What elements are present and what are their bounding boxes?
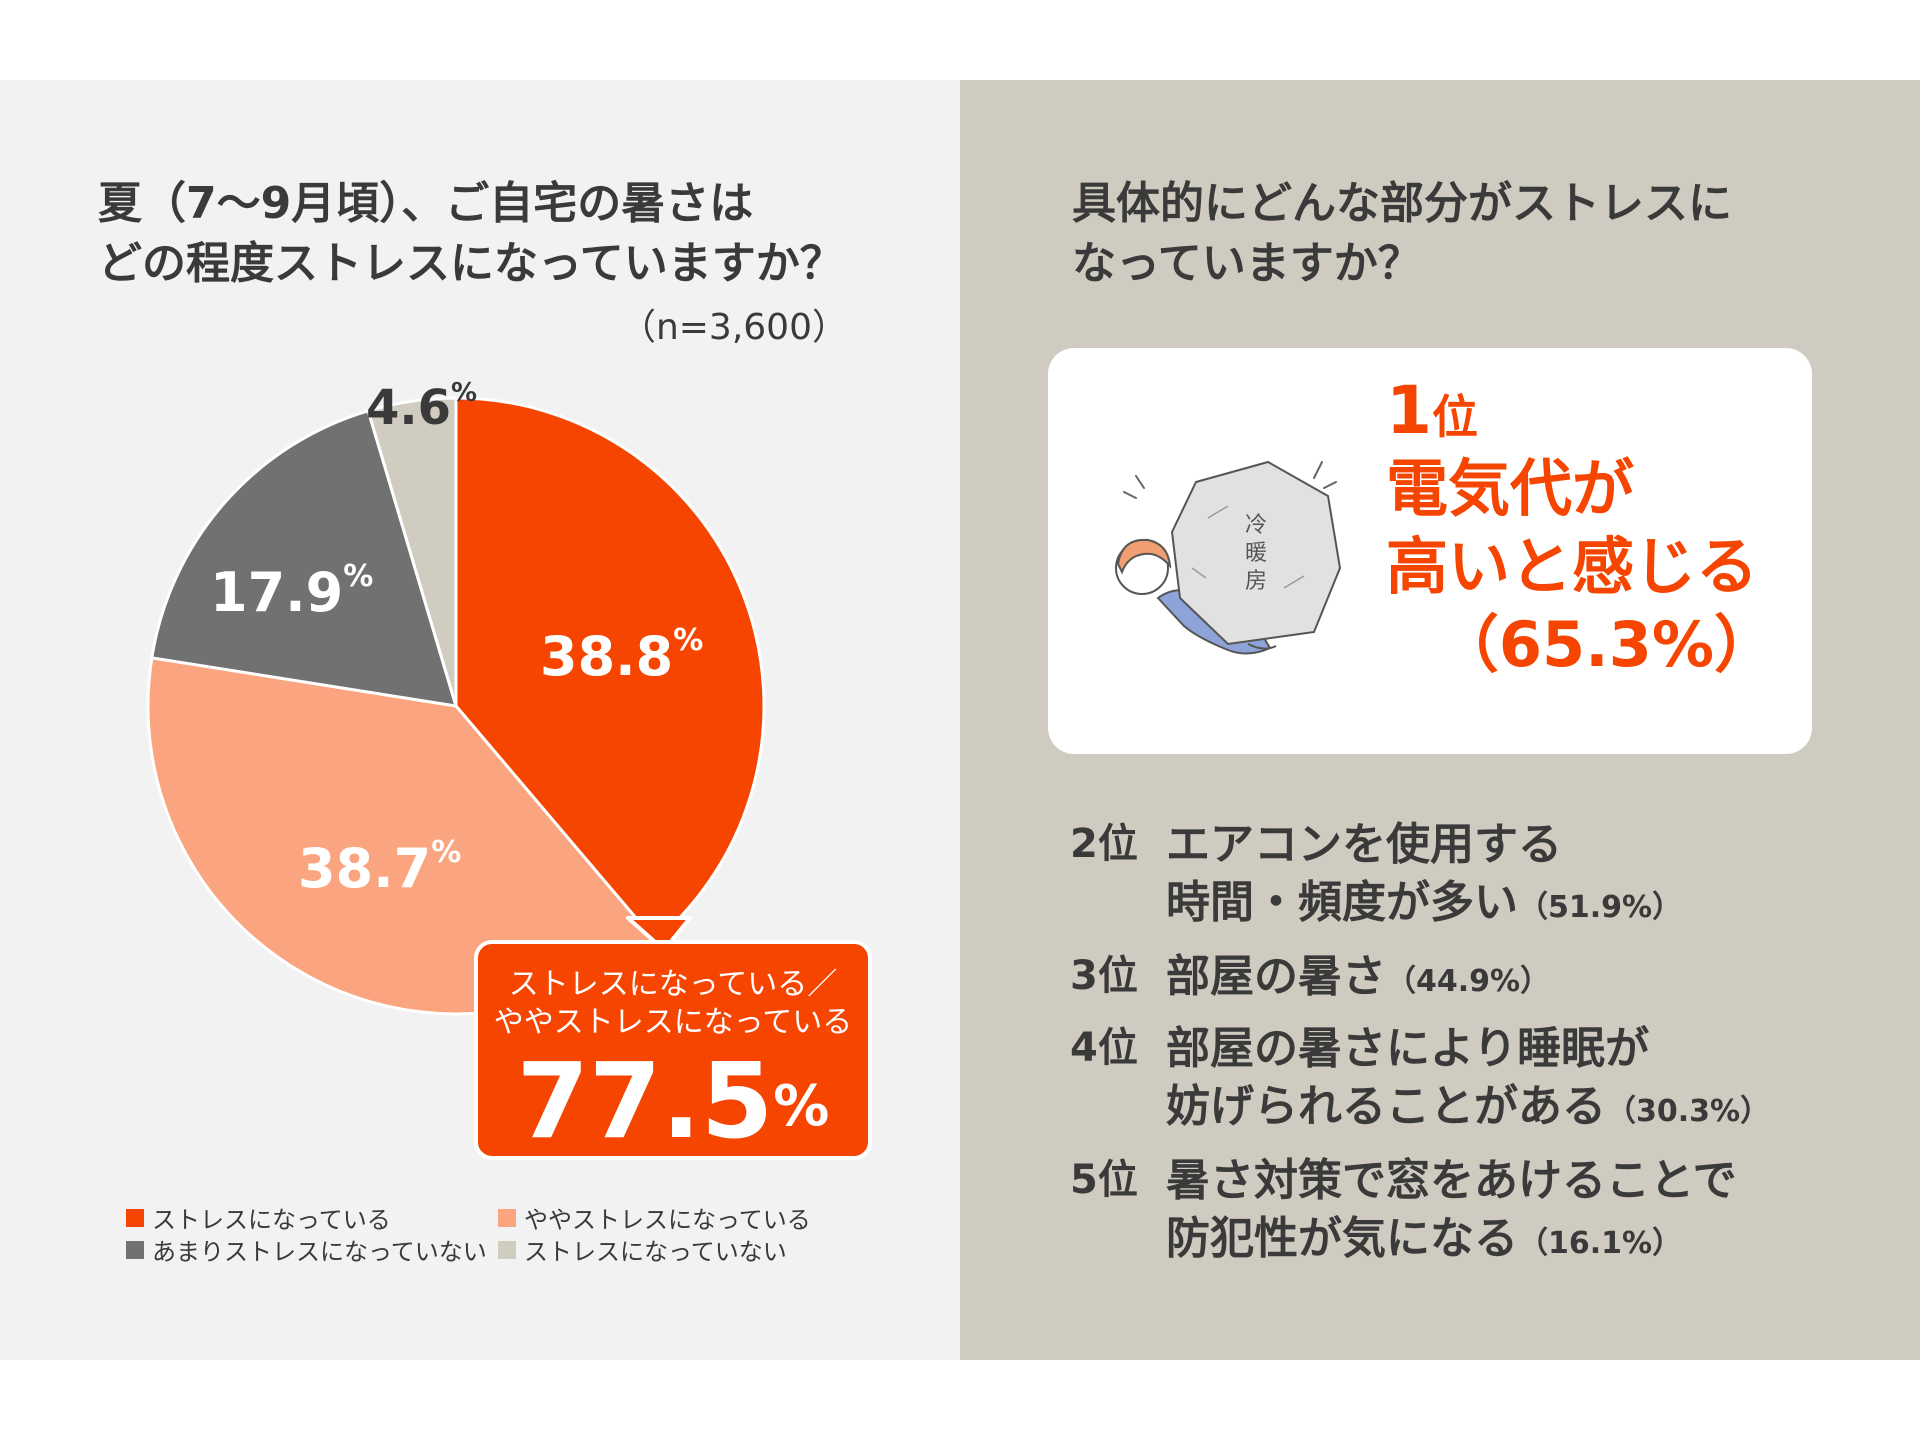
rank-text-line: 暑さ対策で窓をあけることで bbox=[1166, 1155, 1737, 1206]
pie-slice-3 bbox=[366, 396, 458, 708]
legend-swatch bbox=[498, 1208, 516, 1227]
rank1-rank: 1位 bbox=[1386, 372, 1478, 449]
rank-text-line: 防犯性が気になる（16.1%） bbox=[1166, 1213, 1683, 1264]
rank-percent: （30.3%） bbox=[1606, 1094, 1771, 1129]
legend-label: ストレスになっていない bbox=[524, 1238, 787, 1266]
legend-swatch bbox=[498, 1240, 516, 1259]
rank1-percent: （65.3%） bbox=[1436, 608, 1776, 681]
rank-text: 部屋の暑さにより睡眠が 妨げられることがある（30.3%） bbox=[1166, 1020, 1770, 1141]
rank-text-line: 部屋の暑さにより睡眠が bbox=[1166, 1023, 1650, 1074]
legend-swatch bbox=[126, 1240, 144, 1259]
rank-percent: （16.1%） bbox=[1518, 1226, 1683, 1261]
left-title-line-2: どの程度ストレスになっていますか？ bbox=[98, 238, 844, 289]
left-question-title: 夏（7〜9月頃）、ご自宅の暑さは どの程度ストレスになっていますか？ bbox=[98, 174, 844, 294]
pie-slice-0 bbox=[454, 396, 766, 943]
legend-label: ストレスになっている bbox=[152, 1206, 391, 1234]
legend-label: あまりストレスになっていない bbox=[152, 1238, 487, 1266]
rank-text-line: 部屋の暑さ（44.9%） bbox=[1166, 951, 1551, 1002]
callout-line-1: ストレスになっている／ bbox=[508, 967, 838, 1002]
slice-label-somewhat: 38.7% bbox=[298, 835, 462, 900]
rank-text: エアコンを使用する 時間・頻度が多い（51.9%） bbox=[1166, 816, 1682, 937]
sample-size: （n=3,600） bbox=[619, 307, 848, 348]
slice-label-stress: 38.8% bbox=[540, 623, 704, 688]
slice-label-little: 17.9% bbox=[210, 559, 374, 624]
legend-item-none: ストレスになっていない bbox=[498, 1232, 787, 1267]
pie-slices bbox=[146, 396, 766, 1016]
legend-item-little: あまりストレスになっていない bbox=[126, 1232, 487, 1267]
callout-pointer bbox=[626, 916, 692, 952]
illustration-text-3: 房 bbox=[1245, 569, 1267, 594]
callout-line-2: ややストレスになっている bbox=[493, 1005, 853, 1040]
rank-text: 暑さ対策で窓をあけることで 防犯性が気になる（16.1%） bbox=[1166, 1152, 1737, 1273]
rank-number: 4位 bbox=[1070, 1025, 1138, 1071]
left-title-line-1: 夏（7〜9月頃）、ご自宅の暑さは bbox=[98, 178, 754, 229]
rank-text: 部屋の暑さ（44.9%） bbox=[1166, 948, 1550, 1011]
pie-chart bbox=[146, 396, 766, 1016]
rank-text-line: 時間・頻度が多い（51.9%） bbox=[1166, 877, 1683, 928]
rank1-line-2: 高いと感じる bbox=[1386, 530, 1759, 603]
rank-percent: （44.9%） bbox=[1386, 964, 1551, 999]
legend-swatch bbox=[126, 1208, 144, 1227]
slice-label-none: 4.6% bbox=[366, 378, 478, 436]
total-callout: ストレスになっている／ ややストレスになっている 77.5% bbox=[474, 940, 872, 1160]
illustration-text-1: 冷 bbox=[1245, 513, 1267, 538]
right-title-line-2: なっていますか？ bbox=[1072, 238, 1422, 289]
person-carrying-boulder-illustration: 冷 暖 房 bbox=[1115, 460, 1342, 655]
legend-item-somewhat: ややストレスになっている bbox=[498, 1200, 811, 1235]
illustration-text-2: 暖 bbox=[1245, 541, 1267, 566]
right-title-line-1: 具体的にどんな部分がストレスに bbox=[1072, 178, 1732, 229]
legend-item-stress: ストレスになっている bbox=[126, 1200, 391, 1235]
rank-number: 3位 bbox=[1070, 953, 1138, 999]
rank-text-line: 妨げられることがある（30.3%） bbox=[1166, 1081, 1771, 1132]
rank-number: 2位 bbox=[1070, 821, 1138, 867]
pie-slice-2 bbox=[150, 409, 458, 708]
legend-label: ややストレスになっている bbox=[524, 1206, 811, 1234]
rank1-text: 1位 電気代が 高いと感じる （65.3%） bbox=[1386, 378, 1776, 684]
right-question-title: 具体的にどんな部分がストレスに なっていますか？ bbox=[1072, 174, 1732, 294]
rank-percent: （51.9%） bbox=[1518, 890, 1683, 925]
callout-value: 77.5% bbox=[516, 1040, 830, 1162]
rank1-line-1: 電気代が bbox=[1386, 452, 1635, 525]
rank1-card: 冷 暖 房 1位 電気代が 高いと感じる （65.3%） bbox=[1048, 348, 1812, 754]
rank-text-line: エアコンを使用する bbox=[1166, 819, 1562, 870]
rank-number: 5位 bbox=[1070, 1157, 1138, 1203]
